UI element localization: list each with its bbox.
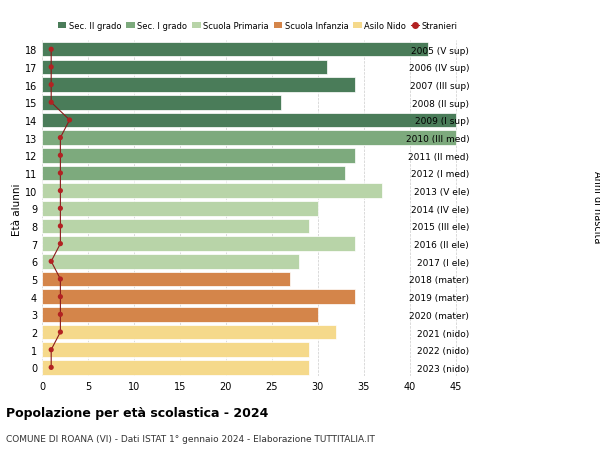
Point [56, 311, 65, 319]
Point [46, 258, 56, 265]
Y-axis label: Età alunni: Età alunni [12, 183, 22, 235]
Bar [42, 131, 455, 146]
Text: Popolazione per età scolastica - 2024: Popolazione per età scolastica - 2024 [6, 406, 268, 419]
Bar [42, 272, 290, 286]
Bar [42, 343, 308, 357]
Legend: Sec. II grado, Sec. I grado, Scuola Primaria, Scuola Infanzia, Asilo Nido, Stran: Sec. II grado, Sec. I grado, Scuola Prim… [58, 22, 458, 30]
Point [56, 152, 65, 160]
Point [46, 46, 56, 54]
Bar [42, 166, 346, 181]
Bar [42, 78, 355, 93]
Point [56, 241, 65, 248]
Point [65, 117, 74, 124]
Point [46, 64, 56, 72]
Point [56, 134, 65, 142]
Bar [42, 360, 308, 375]
Point [56, 205, 65, 213]
Bar [42, 61, 327, 75]
Point [46, 346, 56, 353]
Bar [42, 308, 318, 322]
Point [56, 293, 65, 301]
Bar [42, 202, 318, 216]
Bar [42, 325, 336, 340]
Point [56, 276, 65, 283]
Point [56, 223, 65, 230]
Point [46, 364, 56, 371]
Bar [42, 290, 355, 304]
Point [46, 82, 56, 89]
Bar [42, 113, 455, 128]
Bar [42, 149, 355, 163]
Point [56, 170, 65, 177]
Point [46, 99, 56, 106]
Bar [42, 184, 382, 198]
Bar [42, 96, 281, 110]
Point [56, 188, 65, 195]
Text: Anni di nascita: Anni di nascita [592, 170, 600, 243]
Bar [42, 255, 299, 269]
Text: COMUNE DI ROANA (VI) - Dati ISTAT 1° gennaio 2024 - Elaborazione TUTTITALIA.IT: COMUNE DI ROANA (VI) - Dati ISTAT 1° gen… [6, 434, 375, 443]
Bar [42, 237, 355, 252]
Bar [42, 43, 428, 57]
Bar [42, 219, 308, 234]
Point [56, 329, 65, 336]
